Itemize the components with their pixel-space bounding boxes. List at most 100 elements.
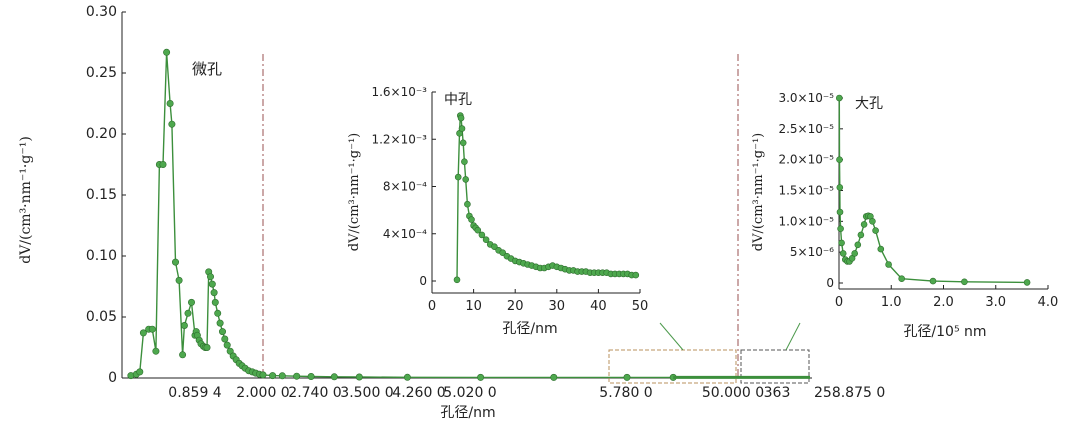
macro-point bbox=[836, 156, 843, 163]
main-y-tick-label: 0.20 bbox=[86, 126, 117, 142]
meso-point bbox=[462, 176, 470, 183]
macro-point bbox=[869, 218, 876, 225]
meso-point bbox=[454, 173, 462, 181]
main-point bbox=[203, 343, 211, 351]
macro-y-axis-title: dV/(cm³·nm⁻¹·g⁻¹) bbox=[751, 133, 766, 252]
meso-point bbox=[458, 125, 466, 132]
main-point bbox=[355, 373, 363, 381]
meso-x-tick-label: 30 bbox=[549, 299, 566, 314]
meso-y-axis-title: dV/(cm³·nm⁻¹·g⁻¹) bbox=[347, 133, 362, 252]
macro-y-tick-label: 2.5×10⁻⁵ bbox=[778, 122, 834, 136]
macro-point bbox=[857, 231, 865, 239]
macro-point bbox=[838, 239, 845, 247]
macro-point bbox=[885, 261, 892, 268]
main-point bbox=[184, 309, 192, 317]
meso-point bbox=[491, 243, 498, 250]
macropore-inset: 0 5×10⁻⁶ 1.0×10⁻⁵ 1.5×10⁻⁵ 2.0×10⁻⁵ 2.5×10⁻⁵ 3… bbox=[751, 91, 1058, 340]
main-series-line bbox=[130, 52, 674, 379]
macro-point bbox=[839, 250, 847, 257]
macro-x-tick-label: 1.0 bbox=[881, 295, 902, 310]
main-x-tick-label: 50.000 0 bbox=[702, 385, 764, 401]
main-point bbox=[179, 351, 187, 359]
main-y-tick-label: 0.15 bbox=[86, 187, 117, 203]
mesopore-inset: 0 4×10⁻⁴ 8×10⁻⁴ 1.2×10⁻³ 1.6×10⁻³ 0 10 20 30 40 5… bbox=[347, 85, 648, 337]
macro-point bbox=[961, 278, 968, 286]
main-x-axis-title: 孔径/nm bbox=[440, 405, 495, 421]
mesopore-callout-line bbox=[659, 322, 684, 351]
main-point bbox=[278, 372, 286, 380]
main-point bbox=[188, 298, 196, 306]
main-point bbox=[172, 258, 180, 266]
main-point bbox=[175, 276, 183, 284]
meso-point bbox=[468, 216, 475, 223]
macro-y-tick-label: 1.0×10⁻⁵ bbox=[778, 214, 834, 228]
main-y-tick-label: 0.10 bbox=[86, 248, 117, 264]
meso-x-tick-label: 0 bbox=[428, 299, 436, 314]
mesopore-label: 中孔 bbox=[444, 92, 472, 108]
macro-series-line bbox=[838, 97, 1028, 284]
meso-y-tick-label: 1.2×10⁻³ bbox=[371, 132, 427, 146]
main-y-tick-label: 0.05 bbox=[86, 309, 117, 325]
main-y-axis-title: dV/(cm³·nm⁻¹·g⁻¹) bbox=[18, 136, 34, 264]
macropore-callout-line bbox=[785, 322, 801, 351]
macro-point bbox=[836, 208, 844, 216]
meso-y-tick-label: 8×10⁻⁴ bbox=[383, 180, 427, 194]
meso-point bbox=[461, 158, 468, 165]
macro-x-axis-title: 孔径/10⁵ nm bbox=[903, 324, 986, 340]
main-point bbox=[223, 341, 231, 349]
main-point bbox=[219, 328, 227, 336]
main-point bbox=[214, 309, 222, 317]
meso-point bbox=[499, 249, 507, 256]
main-point bbox=[259, 371, 267, 379]
main-x-tick-label: 2.740 0 bbox=[288, 385, 341, 401]
macro-point bbox=[837, 225, 844, 232]
main-y-tick-label: 0.25 bbox=[86, 65, 117, 81]
meso-y-tick-label: 1.6×10⁻³ bbox=[371, 85, 427, 99]
main-point bbox=[403, 373, 411, 381]
mesopore-zoom-box bbox=[608, 349, 737, 384]
main-point bbox=[148, 325, 156, 333]
macro-x-tick-label: 4.0 bbox=[1038, 295, 1059, 310]
meso-x-axis-title: 孔径/nm bbox=[502, 321, 557, 337]
macro-point bbox=[854, 241, 862, 249]
main-point bbox=[180, 321, 188, 329]
main-point bbox=[550, 373, 558, 381]
main-x-tick-label: 0.859 4 bbox=[168, 385, 222, 401]
main-point bbox=[207, 273, 215, 281]
main-point bbox=[163, 48, 171, 56]
meso-y-tick-label: 0 bbox=[419, 274, 427, 288]
main-point bbox=[330, 373, 338, 381]
main-point bbox=[211, 298, 219, 306]
main-point bbox=[166, 100, 174, 108]
main-point bbox=[221, 335, 229, 343]
macro-x-tick-label: 3.0 bbox=[985, 295, 1006, 310]
macro-point bbox=[851, 250, 859, 257]
macro-y-tick-label: 0 bbox=[826, 276, 834, 290]
main-point bbox=[623, 373, 631, 381]
main-point bbox=[159, 161, 167, 169]
meso-point bbox=[482, 236, 490, 243]
macro-point bbox=[872, 227, 879, 234]
meso-point bbox=[457, 114, 465, 122]
main-y-tick-label: 0 bbox=[108, 370, 117, 386]
main-x-tick-label: 3.500 0 bbox=[340, 385, 393, 401]
macro-y-tick-label: 2.0×10⁻⁵ bbox=[778, 153, 834, 167]
main-point bbox=[136, 368, 144, 376]
macro-x-tick-label: 2.0 bbox=[933, 295, 954, 310]
meso-series-line bbox=[456, 115, 636, 280]
main-x-tick-label: 2.000 0 bbox=[236, 385, 289, 401]
main-point bbox=[307, 372, 315, 380]
meso-point bbox=[478, 231, 486, 239]
main-x-tick-label: 258.875 0 bbox=[814, 385, 885, 401]
main-point bbox=[168, 120, 176, 128]
main-y-tick-label: 0.30 bbox=[86, 4, 117, 20]
macro-point bbox=[898, 275, 906, 283]
macro-point bbox=[835, 94, 843, 102]
meso-y-tick-label: 4×10⁻⁴ bbox=[383, 227, 427, 241]
macropore-label: 大孔 bbox=[855, 96, 883, 112]
meso-point bbox=[453, 276, 461, 284]
meso-point bbox=[474, 226, 482, 234]
main-point bbox=[477, 373, 485, 381]
meso-x-tick-label: 40 bbox=[590, 299, 607, 314]
meso-x-tick-label: 20 bbox=[507, 299, 524, 314]
